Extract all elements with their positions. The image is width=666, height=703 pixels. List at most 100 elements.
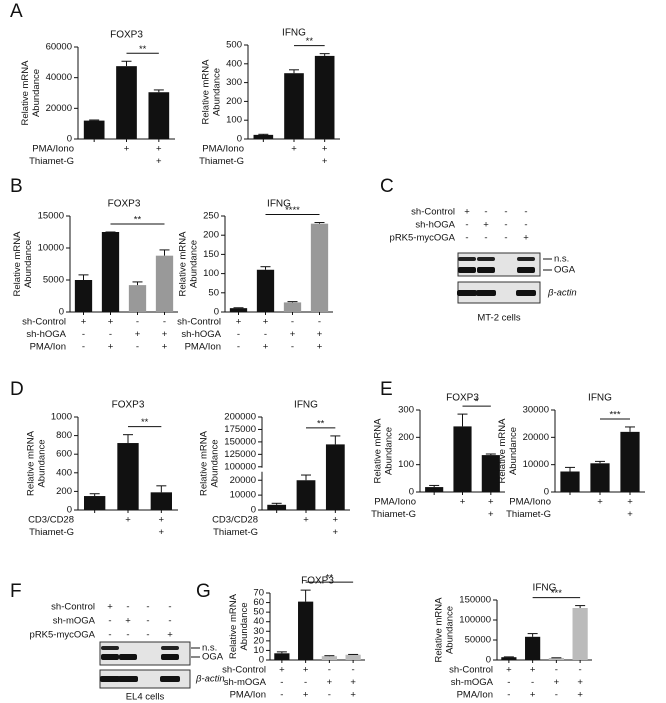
error-bar — [595, 460, 605, 464]
bar — [310, 223, 329, 312]
condition-mark: + — [350, 690, 356, 701]
condition-mark: + — [162, 329, 168, 340]
condition-mark: - — [504, 233, 507, 244]
condition-mark: + — [488, 497, 494, 508]
condition-mark: - — [108, 616, 111, 627]
y-tick-label: 150 — [203, 249, 219, 260]
error-bar — [625, 426, 635, 432]
y-tick-label: 250 — [203, 211, 219, 222]
y-tick-label: 150000 — [459, 595, 491, 606]
y-tick-label: 10000 — [523, 459, 549, 470]
bar — [256, 269, 275, 312]
condition-mark: + — [290, 329, 296, 340]
band-label: β-actin — [547, 288, 577, 299]
y-tick-label: 0 — [237, 134, 242, 145]
condition-mark: - — [280, 677, 283, 688]
error-bar — [287, 301, 298, 303]
y-axis-label: Abundance — [23, 240, 34, 288]
y-tick-label: 10 — [253, 645, 264, 656]
error-bar — [429, 484, 440, 488]
error-bar — [153, 89, 164, 93]
error-bar — [485, 453, 496, 456]
condition-label: sh-Control — [177, 317, 221, 328]
condition-mark: + — [322, 156, 328, 167]
y-tick-label: 200 — [226, 96, 242, 107]
error-bar — [457, 413, 468, 427]
condition-mark: + — [530, 690, 536, 701]
condition-label: Thiamet-G — [199, 156, 244, 167]
condition-mark: + — [159, 515, 165, 526]
error-bar — [159, 249, 170, 256]
band-label: n.s. — [202, 643, 217, 654]
condition-mark: + — [483, 220, 489, 231]
condition-mark: - — [264, 329, 267, 340]
condition-mark: + — [350, 677, 356, 688]
condition-label: PMA/Ion — [30, 342, 66, 353]
chart-title: FOXP3 — [446, 393, 479, 404]
y-axis-label: Relative mRNA — [228, 593, 239, 659]
bar — [548, 658, 564, 660]
y-tick-label: 20000 — [230, 475, 256, 486]
condition-label: PMA/Iono — [32, 144, 74, 155]
condition-mark: + — [303, 665, 309, 676]
condition-mark: - — [168, 602, 171, 613]
y-tick-label: 800 — [56, 430, 72, 441]
condition-mark: - — [136, 342, 139, 353]
band — [457, 290, 477, 296]
bar — [117, 443, 139, 510]
panel-letter: D — [10, 379, 24, 400]
condition-mark: + — [167, 630, 173, 641]
condition-mark: - — [531, 677, 534, 688]
condition-mark: + — [322, 144, 328, 155]
y-tick-label: 60000 — [46, 42, 72, 53]
condition-mark: + — [577, 677, 583, 688]
condition-label: pRK5-mycOGA — [390, 233, 456, 244]
error-bar — [78, 274, 89, 280]
y-tick-label: 150000 — [224, 436, 256, 447]
bar — [229, 308, 248, 312]
significance-label: ** — [141, 417, 149, 428]
band-label: n.s. — [554, 254, 569, 265]
y-axis-label: Relative mRNA — [25, 430, 36, 496]
condition-mark: + — [523, 233, 529, 244]
condition-label: CD3/CD28 — [212, 515, 258, 526]
chart-title: IFNG — [588, 393, 612, 404]
band — [516, 290, 536, 296]
condition-mark: + — [125, 616, 131, 627]
y-axis-label: Relative mRNA — [178, 231, 189, 297]
panel-letter: E — [380, 379, 393, 400]
condition-mark: + — [279, 665, 285, 676]
condition-mark: - — [507, 690, 510, 701]
condition-mark: + — [530, 665, 536, 676]
y-tick-label: 50000 — [465, 635, 491, 646]
bar — [590, 463, 610, 492]
y-axis-label: Relative mRNA — [20, 60, 31, 126]
condition-mark: + — [627, 497, 633, 508]
bar — [155, 255, 174, 312]
bar — [128, 285, 147, 312]
band — [476, 290, 496, 296]
panel-letter: A — [10, 1, 23, 22]
condition-mark: - — [108, 630, 111, 641]
chart-title: FOXP3 — [301, 576, 334, 587]
condition-mark: + — [124, 144, 130, 155]
bar — [525, 636, 541, 660]
condition-mark: + — [236, 317, 242, 328]
condition-mark: - — [328, 665, 331, 676]
condition-mark: + — [125, 515, 131, 526]
panel-letter: F — [10, 581, 22, 602]
error-bar — [527, 633, 538, 637]
bar — [345, 654, 361, 660]
y-axis-label: Relative mRNA — [201, 59, 212, 125]
error-bar — [301, 474, 311, 481]
y-tick-label: 0 — [214, 307, 219, 318]
condition-mark: - — [136, 317, 139, 328]
y-tick-label: 0 — [486, 655, 491, 666]
condition-mark: + — [156, 156, 162, 167]
band — [101, 646, 119, 650]
band — [517, 257, 535, 261]
y-tick-label: 100 — [398, 459, 414, 470]
y-tick-label: 50 — [208, 287, 219, 298]
y-tick-label: 600 — [56, 449, 72, 460]
condition-mark: - — [352, 665, 355, 676]
